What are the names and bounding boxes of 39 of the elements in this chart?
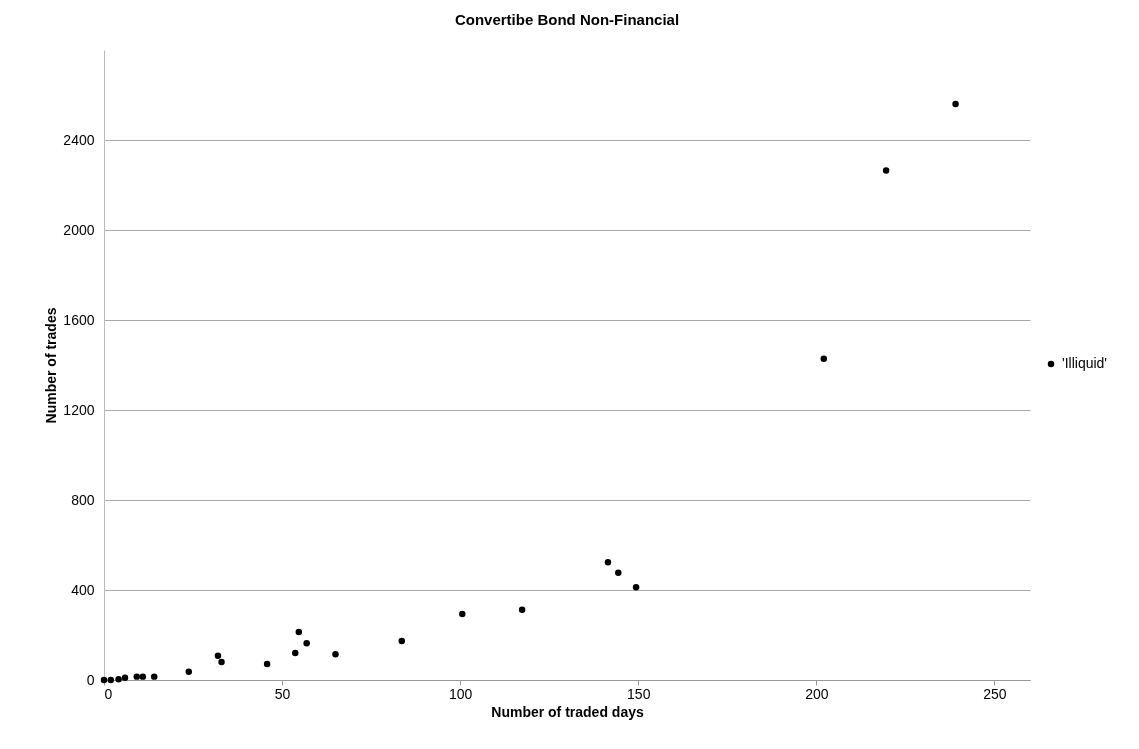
- point: [150, 673, 158, 680]
- x-tick-label: 150: [627, 685, 651, 702]
- y-tick-label: 0: [86, 671, 95, 688]
- point: [518, 606, 526, 614]
- point: [218, 658, 225, 666]
- point: [115, 676, 122, 683]
- x-tick-label: 200: [805, 685, 829, 702]
- point: [295, 628, 303, 636]
- x-tick-label: 0: [104, 685, 113, 702]
- point: [214, 652, 222, 659]
- point: [139, 673, 147, 680]
- y-tick-label: 2400: [63, 131, 95, 148]
- y-tick-label: 800: [71, 491, 95, 508]
- point: [263, 660, 271, 668]
- chart-title: Convertibe Bond Non-Financial: [454, 11, 680, 28]
- x-tick-label: 100: [448, 685, 473, 702]
- y-tick-label: 1600: [63, 311, 95, 328]
- point: [952, 100, 959, 108]
- x-tick-label: 250: [983, 685, 1007, 702]
- x-tick-label: 50: [274, 685, 291, 702]
- point: [121, 674, 129, 681]
- point: [615, 569, 622, 576]
- point: [882, 167, 890, 174]
- point: [820, 355, 828, 362]
- y-tick-label: 2000: [63, 221, 95, 238]
- point: [133, 673, 141, 680]
- point: [332, 651, 339, 658]
- y-tick-label: 1200: [63, 401, 95, 418]
- point: [398, 637, 405, 645]
- legend-label: 'Illiquid': [1062, 355, 1108, 371]
- point: [185, 668, 192, 675]
- point: [632, 584, 640, 591]
- point: [604, 559, 612, 566]
- point: [303, 640, 310, 647]
- y-tick-label: 400: [71, 581, 95, 598]
- point: [459, 610, 466, 618]
- x-axis-title: Number of traded days: [491, 703, 644, 720]
- point: [292, 649, 299, 657]
- y-axis-title: Number of trades: [43, 307, 60, 424]
